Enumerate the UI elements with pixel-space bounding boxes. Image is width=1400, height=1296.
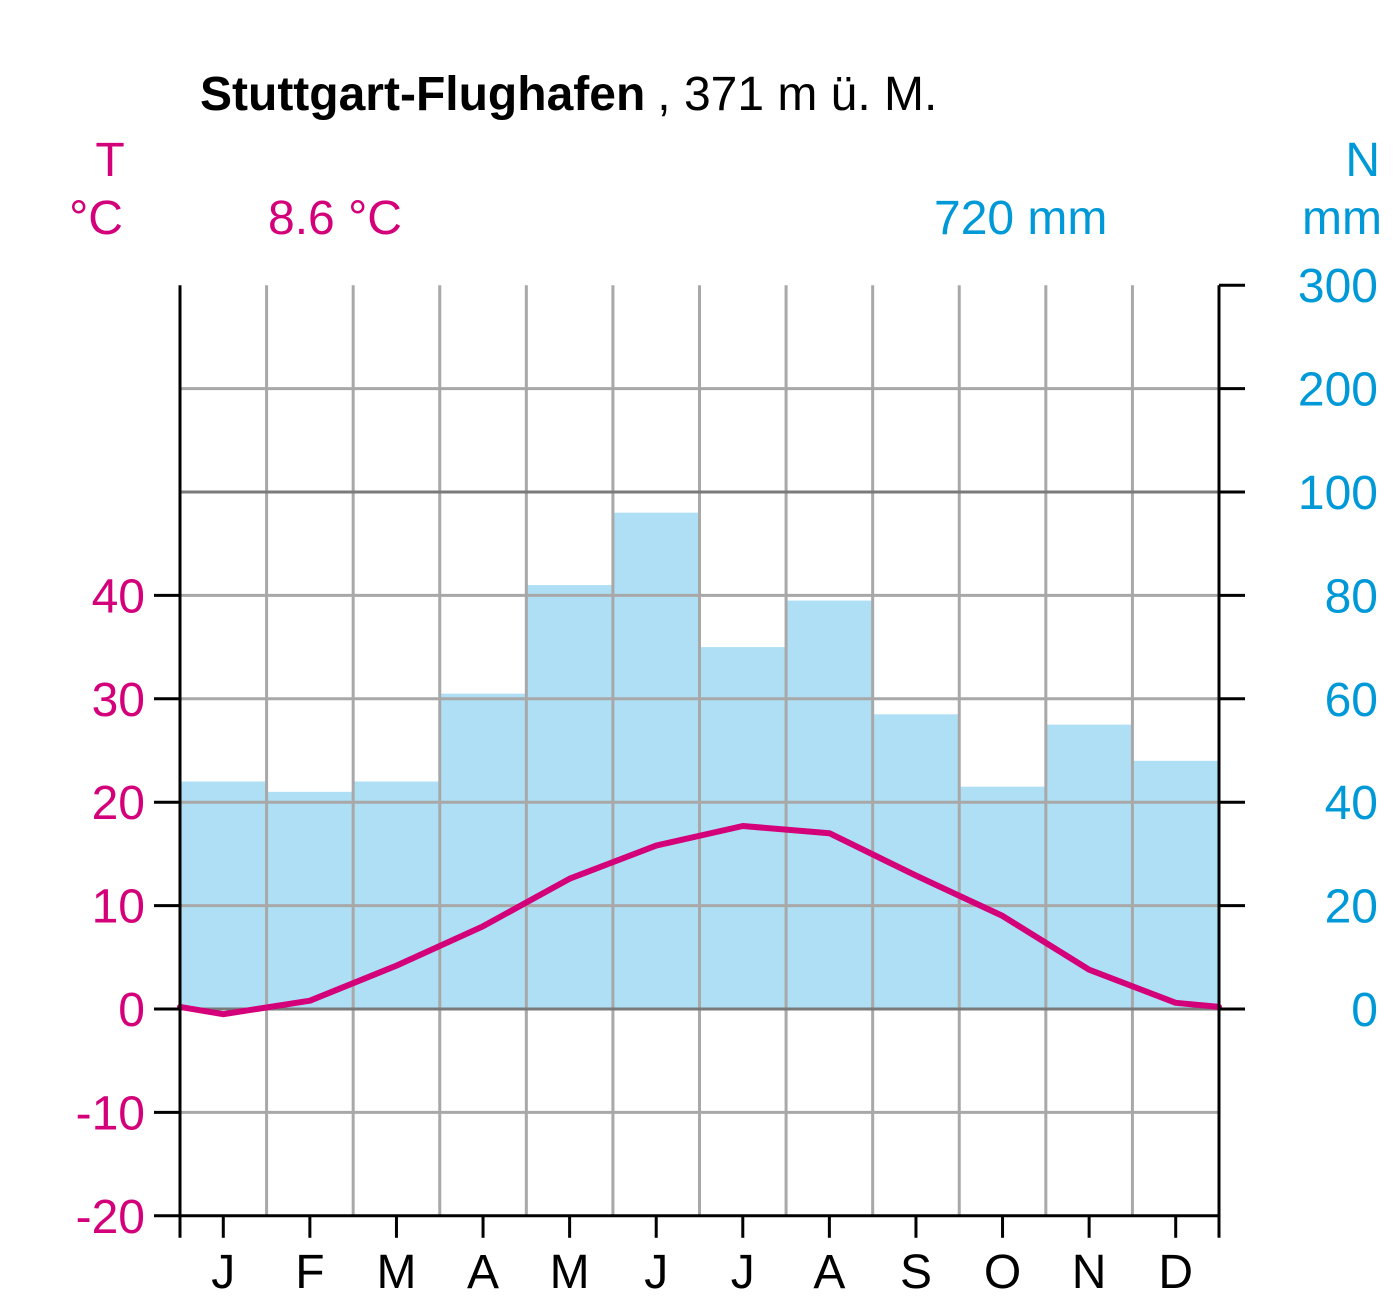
temp-mean-label: 8.6 °C (268, 192, 402, 245)
precip-tick-label: 40 (1325, 777, 1378, 830)
month-label: N (1072, 1246, 1107, 1296)
month-label: J (644, 1246, 668, 1296)
precip-tick-label: 100 (1298, 467, 1378, 520)
month-label: F (295, 1246, 324, 1296)
precip-tick-label: 80 (1325, 570, 1378, 623)
temp-tick-label: 20 (92, 777, 145, 830)
temp-tick-label: 30 (92, 674, 145, 727)
station-elevation: , 371 m ü. M. (657, 68, 937, 121)
temperature-line (177, 823, 1222, 1018)
month-label: S (900, 1246, 932, 1296)
month-label: J (731, 1246, 755, 1296)
precip-bar-3 (353, 781, 441, 1009)
month-label: A (467, 1246, 499, 1296)
precip-bar-5 (526, 585, 614, 1009)
precip-tick-label: 60 (1325, 674, 1378, 727)
month-label: D (1158, 1246, 1193, 1296)
axes (154, 283, 1245, 1238)
temp-axis-unit: °C (69, 192, 123, 245)
temp-tick-label: 10 (92, 881, 145, 934)
month-label: M (550, 1246, 590, 1296)
month-label: A (813, 1246, 845, 1296)
precip-bar-6 (612, 512, 700, 1009)
chart-title: Stuttgart-Flughafen, 371 m ü. M. (200, 68, 937, 121)
temp-tick-label: -20 (76, 1191, 145, 1244)
precip-bar-8 (786, 600, 874, 1009)
precip-bar-4 (439, 693, 527, 1009)
station-name: Stuttgart-Flughafen (200, 68, 645, 121)
temp-tick-label: 0 (118, 984, 145, 1037)
precip-axis-symbol: N (1345, 134, 1380, 187)
precip-bar-1 (180, 781, 268, 1009)
temp-tick-label: 40 (92, 570, 145, 623)
precip-tick-label: 20 (1325, 881, 1378, 934)
temp-axis-symbol: T (95, 134, 124, 187)
temp-tick-labels: 40 30 20 10 0 -10 -20 (76, 570, 145, 1243)
precip-bar-12 (1132, 760, 1220, 1009)
precip-bar-11 (1045, 724, 1133, 1009)
precip-bar-2 (266, 791, 354, 1009)
month-label: M (376, 1246, 416, 1296)
precip-axis-unit: mm (1302, 192, 1382, 245)
precip-total-label: 720 mm (934, 192, 1107, 245)
grid-lines (180, 285, 1219, 1216)
precip-tick-label: 0 (1351, 984, 1378, 1037)
temp-tick-label: -10 (76, 1087, 145, 1140)
month-label: J (211, 1246, 235, 1296)
precip-bar-10 (959, 786, 1047, 1009)
precip-tick-label: 200 (1298, 364, 1378, 417)
month-label: O (984, 1246, 1021, 1296)
precip-tick-label: 300 (1298, 260, 1378, 313)
